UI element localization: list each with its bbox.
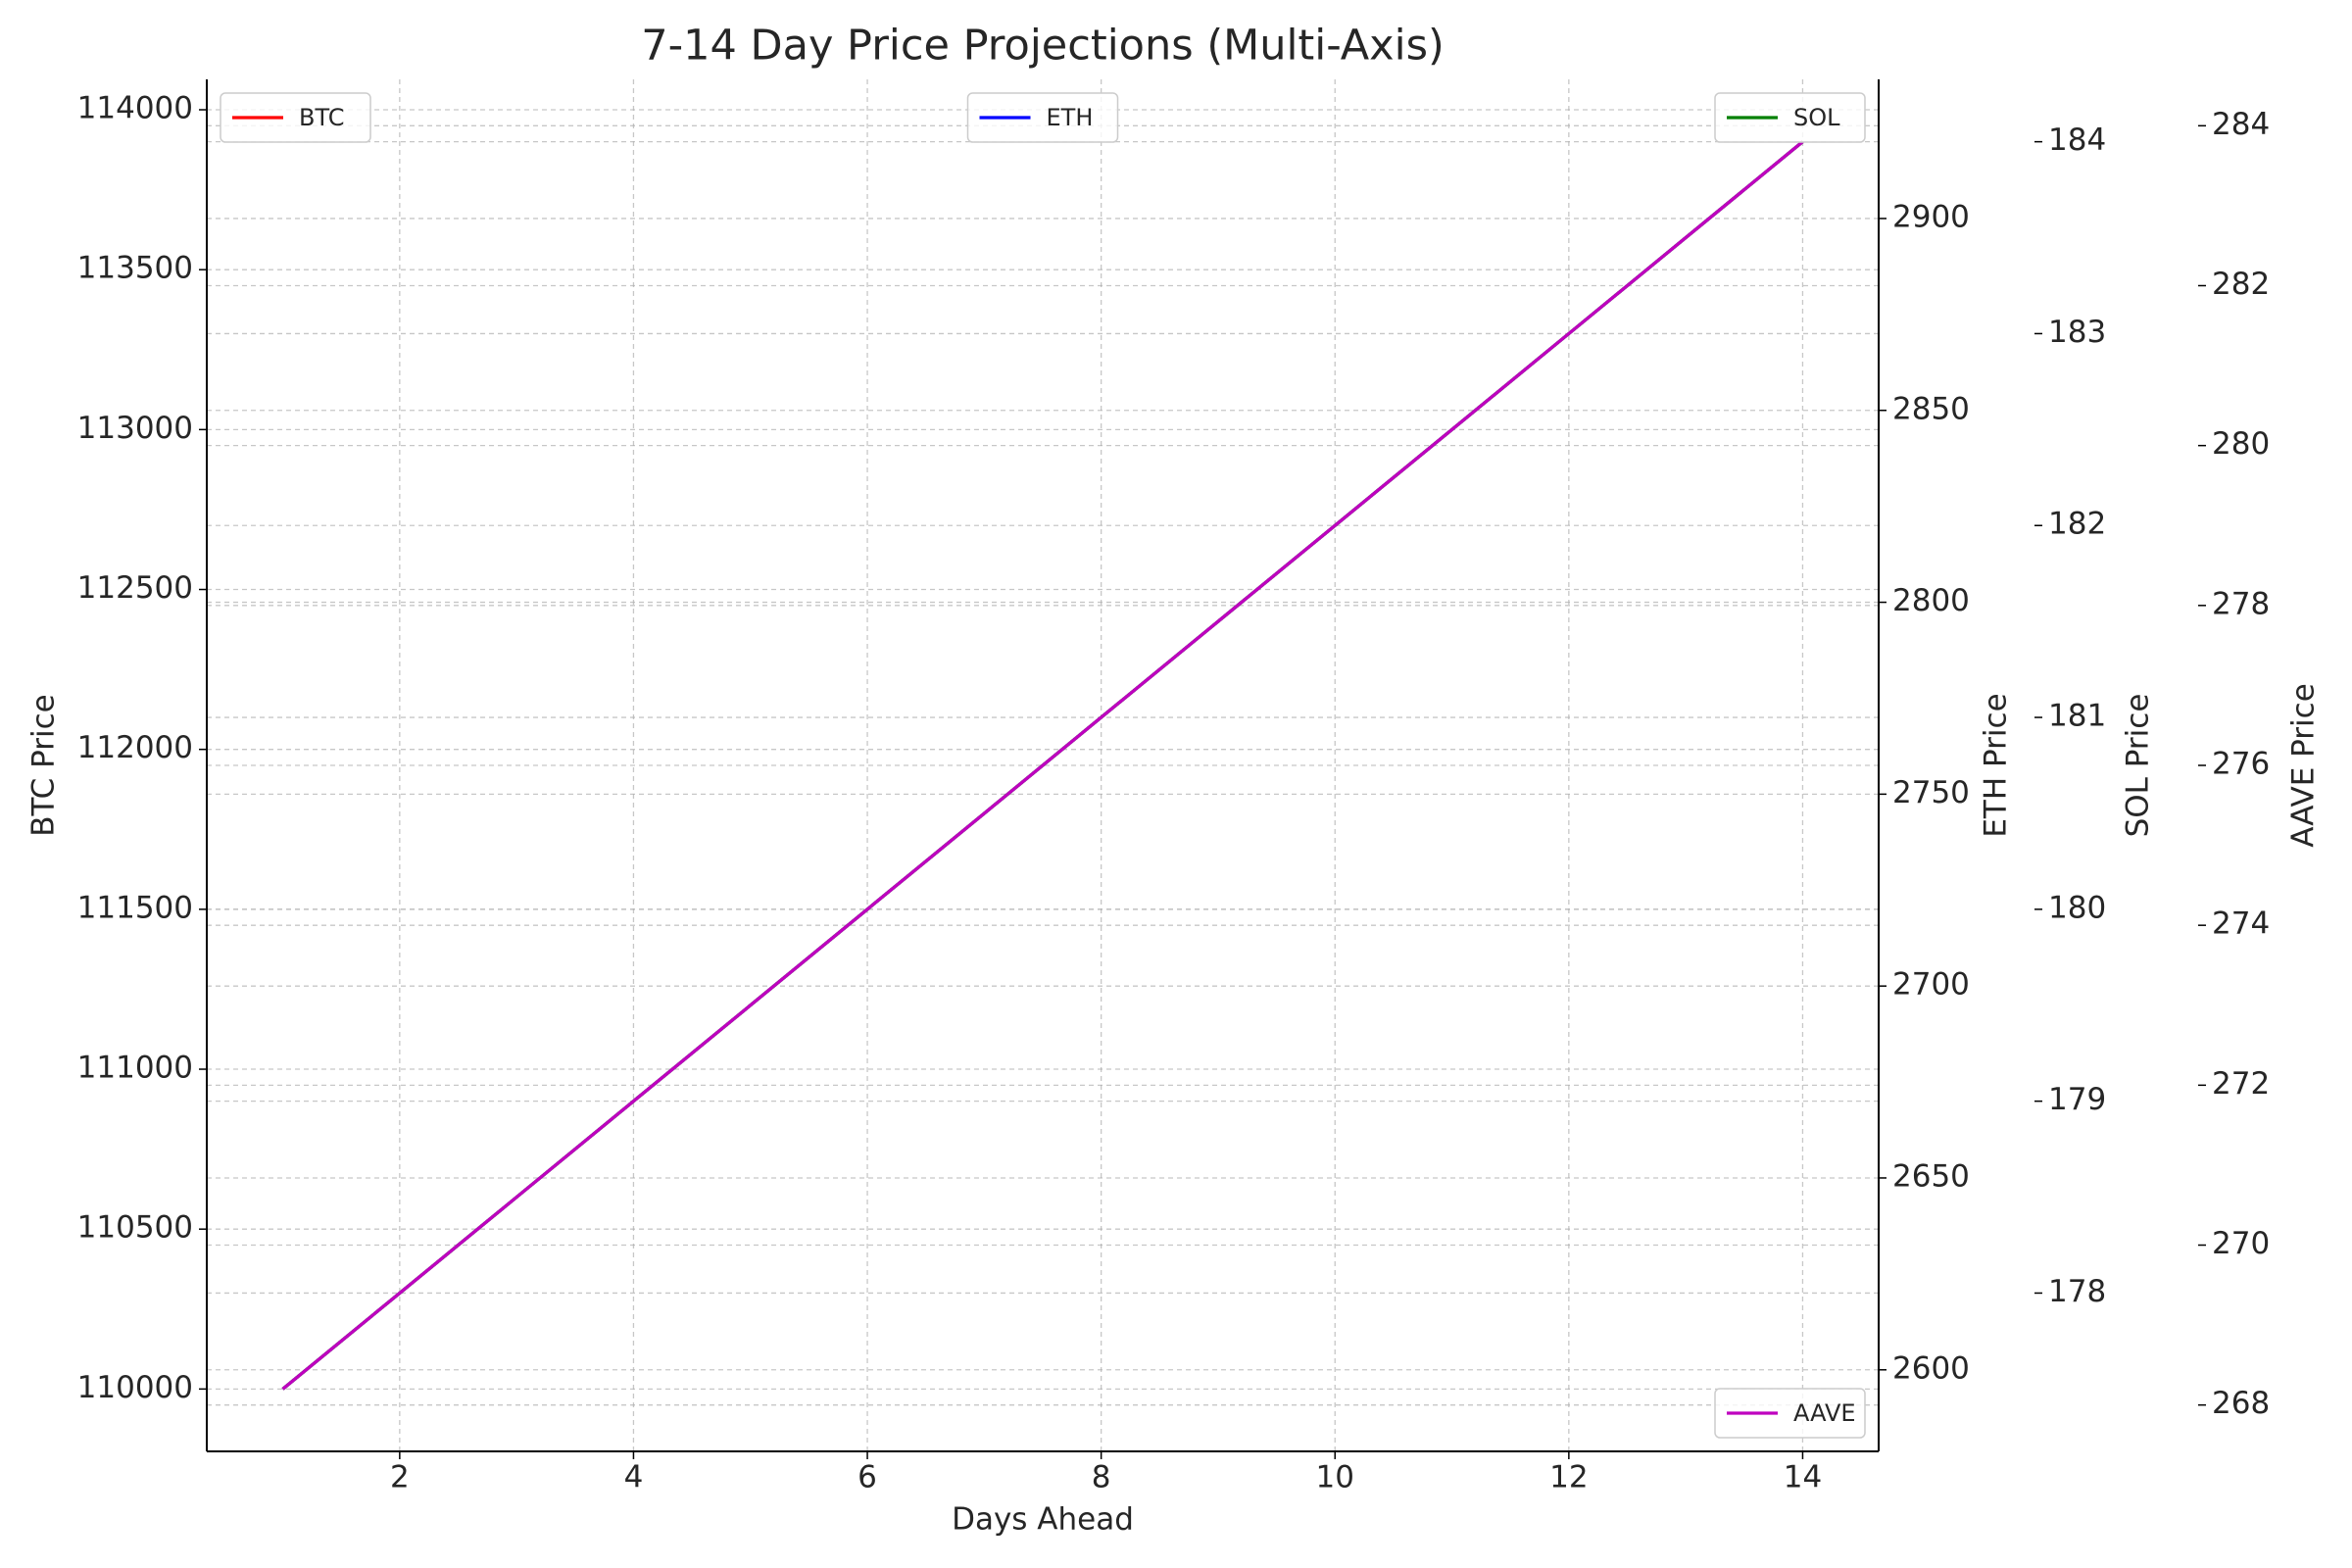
legend: ETH xyxy=(966,92,1119,143)
chart-title: 7-14 Day Price Projections (Multi-Axis) xyxy=(641,22,1445,71)
legend-box xyxy=(966,92,1119,143)
y-tick-label: 2600 xyxy=(1892,1350,1970,1386)
y-axis-label: ETH Price xyxy=(1979,693,2014,837)
y-tick-label: 272 xyxy=(2212,1066,2270,1102)
y-tick-label: 180 xyxy=(2048,890,2106,925)
y-tick-label: 113500 xyxy=(77,251,193,286)
y-tick-label: 2650 xyxy=(1892,1158,1970,1194)
y-tick-label: 278 xyxy=(2212,586,2270,621)
y-tick-label: 282 xyxy=(2212,267,2270,302)
y-tick-label: 2850 xyxy=(1892,391,1970,426)
x-tick-label: 14 xyxy=(1784,1460,1822,1495)
y-tick-label: 2750 xyxy=(1892,775,1970,810)
y-tick-label: 114000 xyxy=(77,91,193,126)
y-tick-label: 113000 xyxy=(77,411,193,446)
y-axis-label: AAVE Price xyxy=(2286,683,2322,848)
legend-label: AAVE xyxy=(1793,1399,1856,1427)
y-tick-label: 270 xyxy=(2212,1226,2270,1261)
legend-box xyxy=(1714,1388,1866,1439)
x-tick-label: 2 xyxy=(390,1460,410,1495)
y-tick-label: 179 xyxy=(2048,1082,2106,1117)
legend: SOL xyxy=(1714,92,1866,143)
legend-label: ETH xyxy=(1047,104,1094,131)
x-axis-label: Days Ahead xyxy=(952,1502,1134,1538)
y-tick-label: 184 xyxy=(2048,122,2106,158)
x-tick-label: 10 xyxy=(1316,1460,1354,1495)
y-tick-label: 280 xyxy=(2212,426,2270,462)
y-tick-label: 178 xyxy=(2048,1274,2106,1309)
y-tick-label: 110500 xyxy=(77,1210,193,1246)
legend-label: BTC xyxy=(299,104,344,131)
y-tick-label: 111000 xyxy=(77,1051,193,1086)
x-tick-label: 8 xyxy=(1092,1460,1111,1495)
data-line xyxy=(281,140,1804,1391)
y-tick-label: 284 xyxy=(2212,107,2270,142)
y-axis-label: SOL Price xyxy=(2121,694,2156,838)
y-tick-label: 2800 xyxy=(1892,583,1970,618)
legend-box xyxy=(220,92,371,143)
legend-box xyxy=(1714,92,1866,143)
y-tick-label: 112500 xyxy=(77,570,193,606)
legend-label: SOL xyxy=(1793,104,1840,131)
y-axis-label: BTC Price xyxy=(26,694,62,837)
y-tick-label: 274 xyxy=(2212,906,2270,942)
x-tick-label: 4 xyxy=(624,1460,644,1495)
legend: BTC xyxy=(220,92,371,143)
y-tick-label: 268 xyxy=(2212,1386,2270,1421)
legend: AAVE xyxy=(1714,1388,1866,1439)
y-tick-label: 2900 xyxy=(1892,199,1970,234)
x-tick-label: 6 xyxy=(858,1460,877,1495)
y-tick-label: 276 xyxy=(2212,747,2270,782)
x-tick-label: 12 xyxy=(1549,1460,1588,1495)
y-tick-label: 181 xyxy=(2048,699,2106,734)
y-tick-label: 182 xyxy=(2048,507,2106,542)
y-tick-label: 183 xyxy=(2048,315,2106,350)
y-tick-label: 111500 xyxy=(77,890,193,925)
y-tick-label: 2700 xyxy=(1892,967,1970,1003)
y-tick-label: 112000 xyxy=(77,730,193,765)
y-tick-label: 110000 xyxy=(77,1370,193,1405)
